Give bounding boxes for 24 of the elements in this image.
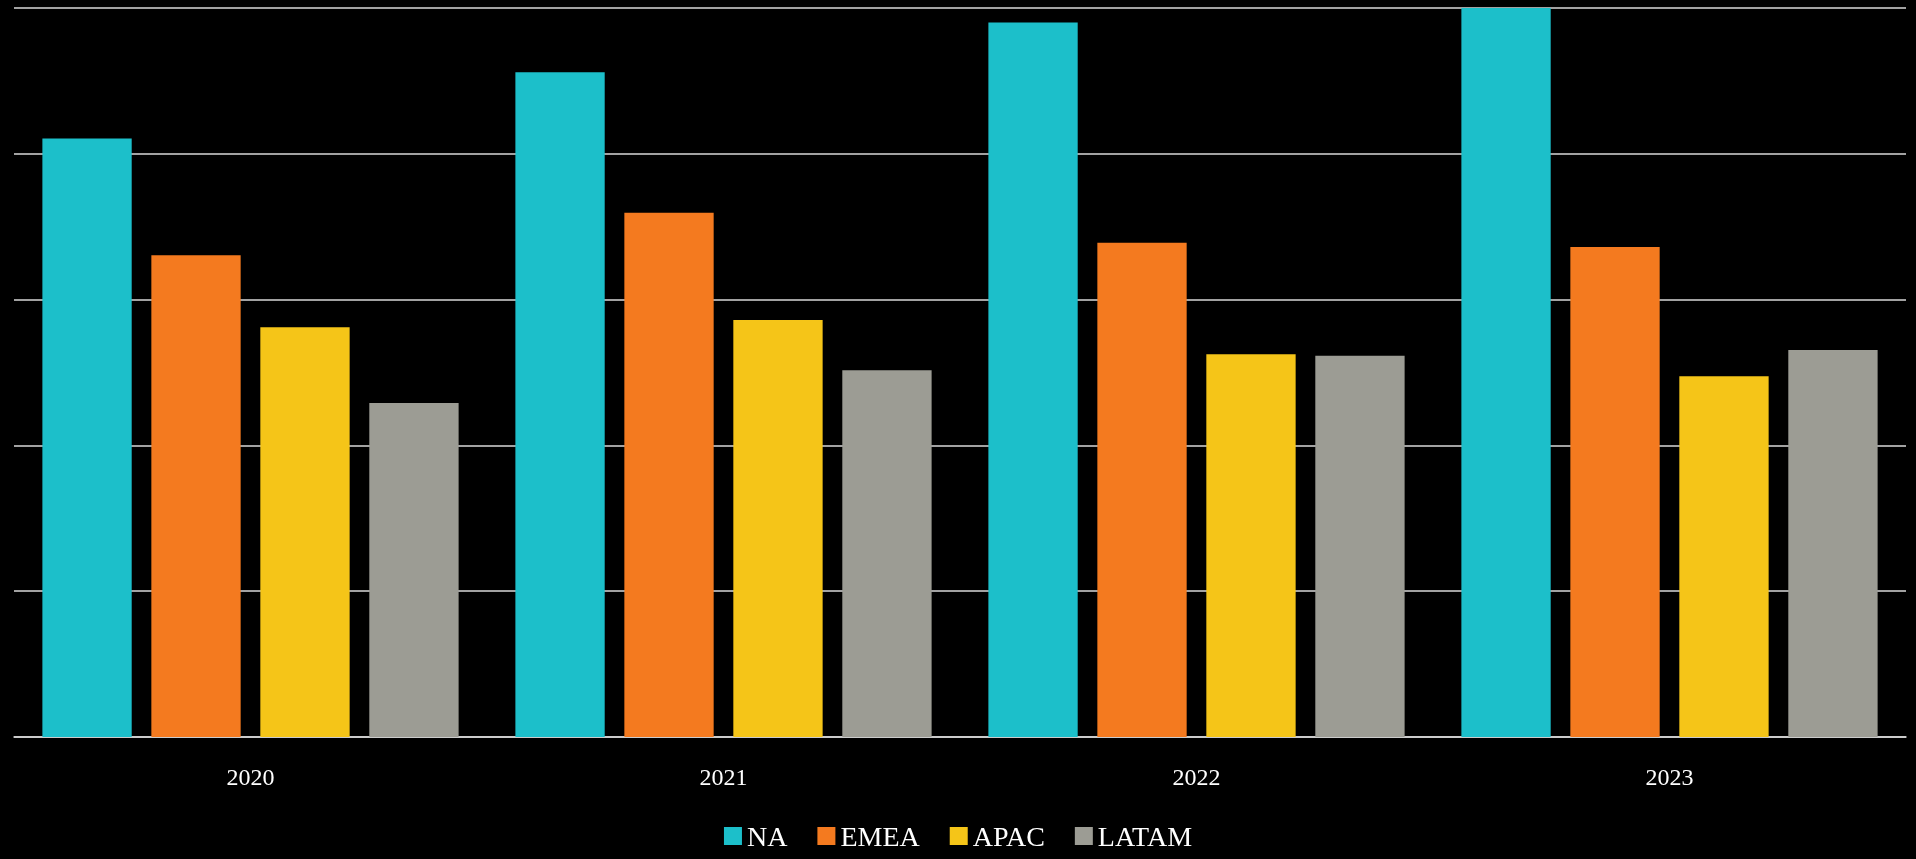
bar [1679, 376, 1769, 737]
bar [624, 212, 714, 737]
bar [1097, 242, 1187, 737]
legend-label: APAC [972, 820, 1045, 852]
bar [151, 255, 241, 737]
x-tick-label: 2022 [1172, 764, 1221, 790]
bar [733, 320, 823, 737]
bar [842, 370, 932, 737]
bar [1570, 247, 1660, 737]
bar [369, 403, 459, 737]
x-tick-label: 2020 [226, 764, 275, 790]
bar [1315, 355, 1405, 737]
legend-label: EMEA [840, 820, 921, 852]
x-tick-label: 2023 [1645, 764, 1694, 790]
bar [988, 22, 1078, 737]
x-tick-label: 2021 [699, 764, 748, 790]
bar [515, 72, 605, 737]
legend-label: LATAM [1097, 820, 1193, 852]
bar [1461, 8, 1551, 737]
bar [1788, 349, 1878, 737]
bar [1206, 354, 1296, 737]
bar [260, 327, 350, 737]
bar [42, 138, 132, 737]
legend-label: NA [746, 820, 789, 852]
